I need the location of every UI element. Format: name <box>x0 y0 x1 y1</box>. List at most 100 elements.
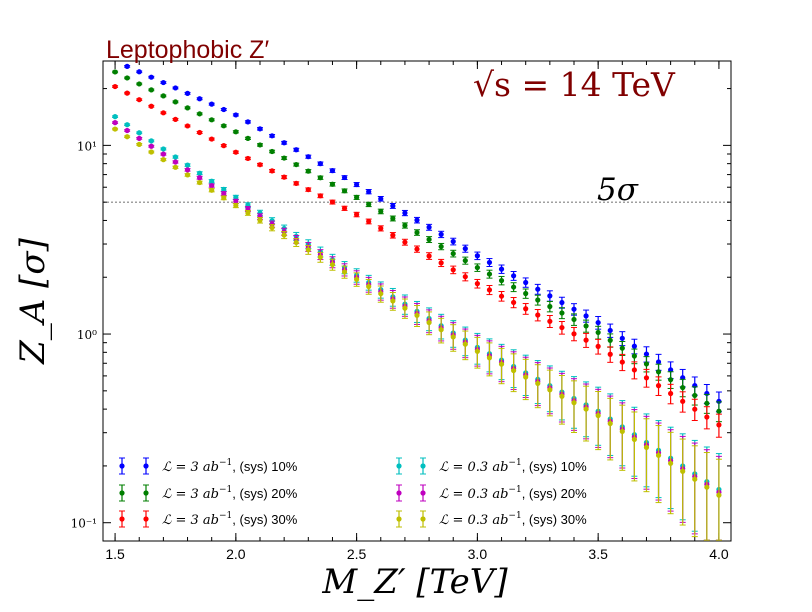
data-point <box>595 319 601 326</box>
data-point <box>402 210 408 216</box>
data-point <box>535 286 541 292</box>
series-6 <box>112 126 722 541</box>
data-point <box>631 367 637 373</box>
data-point <box>366 283 372 290</box>
data-point <box>148 149 154 155</box>
data-point <box>438 231 444 237</box>
data-point <box>523 374 529 380</box>
data-point <box>583 337 589 343</box>
data-point <box>619 345 625 351</box>
legend-marker-point <box>396 516 402 522</box>
data-point <box>305 154 311 160</box>
data-point <box>426 253 432 259</box>
data-point <box>341 188 348 194</box>
x-tick-label: 4.0 <box>709 546 729 562</box>
data-point <box>716 408 722 414</box>
data-point <box>474 253 480 259</box>
series-2 <box>112 69 722 423</box>
plot-frame <box>102 60 732 542</box>
data-point <box>354 194 360 200</box>
data-point <box>583 406 589 412</box>
data-point <box>547 387 553 393</box>
data-point <box>172 85 179 91</box>
data-point <box>136 135 142 141</box>
data-point <box>245 135 251 141</box>
data-point <box>583 313 589 319</box>
data-point <box>341 205 348 211</box>
data-point <box>402 239 408 245</box>
x-tick-label: 3.0 <box>468 546 488 562</box>
legend-marker-point <box>119 463 125 469</box>
data-point <box>438 243 444 250</box>
data-point <box>643 351 650 357</box>
legend-marker-point <box>143 490 149 496</box>
data-point <box>378 196 384 202</box>
data-point <box>716 398 722 404</box>
data-point <box>160 110 166 116</box>
data-point <box>474 281 480 287</box>
data-point <box>595 329 601 336</box>
legend-label: ℒ = 0.3 ab−1, (sys) 20% <box>439 485 587 502</box>
data-series <box>112 63 722 541</box>
data-point <box>366 218 372 225</box>
data-point <box>148 74 154 80</box>
data-point <box>184 167 191 173</box>
data-point <box>148 103 154 109</box>
legend-label: ℒ = 3 ab−1, (sys) 20% <box>162 485 298 502</box>
data-point <box>269 148 275 155</box>
data-point <box>619 359 625 365</box>
data-point <box>668 460 674 466</box>
data-point <box>692 392 698 399</box>
data-point <box>414 312 420 318</box>
data-point <box>366 201 372 208</box>
data-point <box>221 123 227 129</box>
data-point <box>341 174 348 181</box>
data-point <box>233 149 239 155</box>
data-point <box>668 377 674 383</box>
legend-label: ℒ = 0.3 ab−1, (sys) 10% <box>439 458 587 475</box>
data-point <box>607 420 613 427</box>
data-point <box>450 238 456 245</box>
data-point <box>124 63 130 69</box>
legend-item: ℒ = 3 ab−1, (sys) 10% <box>119 457 298 475</box>
data-point <box>607 351 613 357</box>
data-point <box>438 260 444 266</box>
data-point <box>124 127 130 134</box>
data-point <box>414 229 420 236</box>
y-tick-label: 10¹ <box>77 139 97 153</box>
legend-marker-point <box>143 463 149 469</box>
data-point <box>305 168 311 174</box>
data-point <box>631 343 637 349</box>
data-point <box>378 225 384 231</box>
data-point <box>136 97 142 103</box>
data-point <box>221 186 227 192</box>
data-point <box>136 81 142 87</box>
data-point <box>366 189 372 195</box>
data-point <box>305 186 311 193</box>
data-point <box>317 193 323 199</box>
data-point <box>716 422 722 428</box>
data-point <box>462 274 468 280</box>
legend-marker-point <box>420 463 426 469</box>
data-point <box>124 75 130 81</box>
chart-title: Leptophobic Z′ <box>106 36 269 64</box>
data-point <box>354 211 360 218</box>
data-point <box>281 174 287 180</box>
data-point <box>511 299 517 306</box>
legend-label: ℒ = 3 ab−1, (sys) 30% <box>162 511 298 528</box>
data-point <box>643 361 650 367</box>
data-point <box>112 69 118 75</box>
data-point <box>390 203 396 209</box>
data-point <box>354 276 360 282</box>
data-point <box>692 476 698 482</box>
data-point <box>124 134 130 140</box>
data-point <box>571 306 577 312</box>
data-point <box>112 114 118 120</box>
data-point <box>269 168 275 174</box>
data-point <box>655 359 662 365</box>
data-point <box>655 369 662 375</box>
data-point <box>523 279 529 286</box>
data-point <box>378 208 384 215</box>
data-point <box>704 414 710 420</box>
data-point <box>197 170 203 176</box>
